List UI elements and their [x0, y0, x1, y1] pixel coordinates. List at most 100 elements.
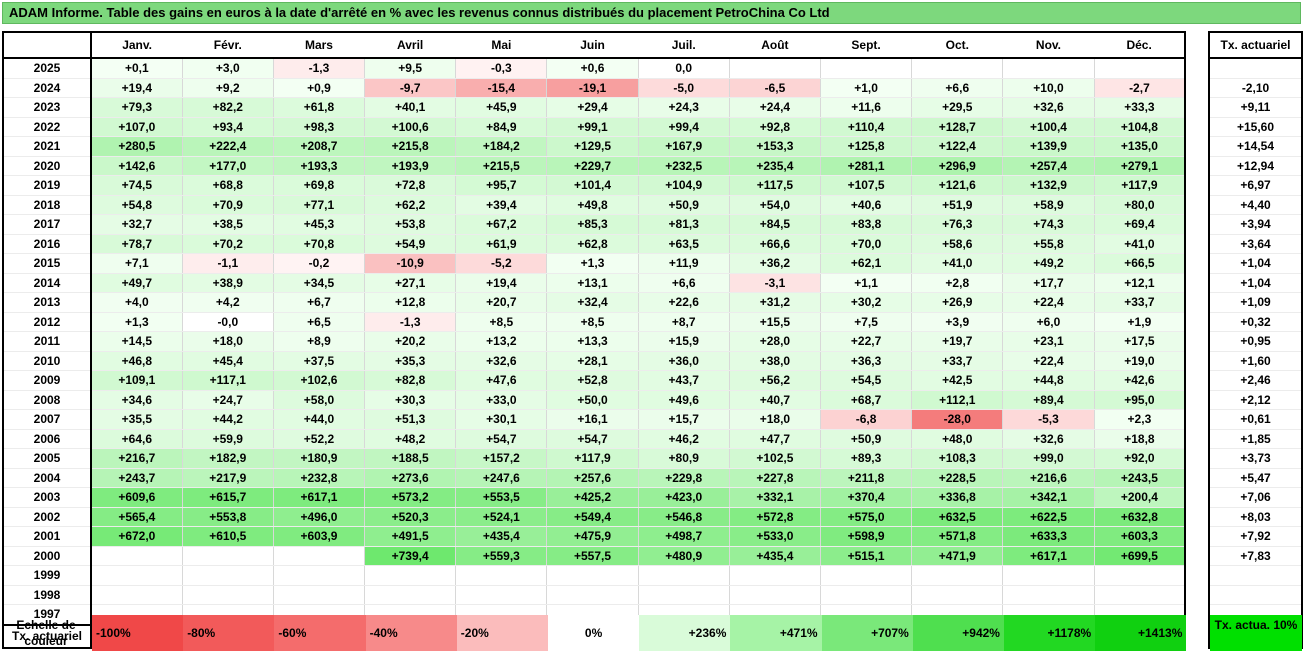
gain-cell: +1,0: [819, 78, 913, 98]
gain-cell: +247,6: [455, 468, 548, 488]
gain-cell: +84,9: [455, 117, 548, 137]
month-header: Avril: [364, 32, 456, 59]
gain-cell: +34,5: [272, 273, 366, 293]
gain-cell: +7,1: [90, 253, 183, 274]
gain-cell: +232,8: [272, 468, 366, 488]
year-label: 2008: [3, 390, 92, 410]
year-label: 2003: [3, 487, 92, 508]
gain-cell: +1,3: [546, 253, 639, 274]
gain-cell: +74,3: [1002, 214, 1095, 235]
year-label: 2025: [3, 58, 92, 79]
gain-cell: -1,1: [181, 253, 274, 274]
gain-cell: +62,2: [364, 195, 457, 215]
gain-cell: +36,0: [637, 351, 730, 371]
gain-cell: +49,2: [1002, 253, 1095, 274]
gain-cell: [728, 565, 822, 586]
gain-cell: +32,6: [455, 351, 548, 371]
gain-cell: +18,0: [728, 409, 822, 430]
gain-cell: +109,1: [90, 370, 183, 391]
gain-cell: +107,5: [819, 175, 913, 196]
gain-cell: +157,2: [455, 448, 548, 469]
gain-cell: +50,9: [819, 429, 913, 449]
gain-cell: +6,0: [1002, 312, 1095, 332]
gain-cell: +9,2: [181, 78, 274, 98]
gain-cell: +7,5: [819, 312, 913, 332]
gain-cell: +0,6: [546, 58, 639, 79]
gain-cell: +89,3: [819, 448, 913, 469]
gain-cell: +617,1: [272, 487, 366, 508]
year-label: 2023: [3, 97, 92, 118]
gain-cell: +129,5: [546, 136, 639, 157]
gain-cell: +3,9: [911, 312, 1004, 332]
gain-cell: +102,5: [728, 448, 822, 469]
gain-cell: +100,6: [364, 117, 457, 137]
gain-cell: +49,6: [637, 390, 730, 410]
gain-cell: +153,3: [728, 136, 822, 157]
gain-cell: [1002, 58, 1095, 79]
gain-cell: +54,7: [455, 429, 548, 449]
gain-cell: +92,0: [1093, 448, 1186, 469]
gain-cell: +54,8: [90, 195, 183, 215]
gain-cell: +553,5: [455, 487, 548, 508]
gain-cell: +15,5: [728, 312, 822, 332]
color-scale-step: +236%: [639, 615, 731, 651]
row-actuarial-rate: [1209, 58, 1302, 79]
gain-cell: +33,7: [1093, 292, 1186, 313]
gain-cell: -5,0: [637, 78, 730, 98]
gain-cell: +42,6: [1093, 370, 1186, 391]
color-scale-label: Echelle de couleur: [16, 618, 76, 648]
gain-cell: +29,5: [911, 97, 1004, 118]
gain-cell: +52,2: [272, 429, 366, 449]
gain-cell: +184,2: [455, 136, 548, 157]
gain-cell: [1093, 585, 1186, 605]
gain-cell: +32,6: [1002, 97, 1095, 118]
row-actuarial-rate: -2,10: [1209, 78, 1302, 98]
gain-cell: +1,1: [819, 273, 913, 293]
gain-cell: +56,2: [728, 370, 822, 391]
gain-cell: +61,9: [455, 234, 548, 254]
gain-cell: +12,1: [1093, 273, 1186, 293]
gain-cell: +8,5: [546, 312, 639, 332]
gain-cell: +24,3: [637, 97, 730, 118]
gain-cell: +215,8: [364, 136, 457, 157]
gain-cell: +2,3: [1093, 409, 1186, 430]
gain-cell: [272, 546, 366, 566]
gain-cell: +85,3: [546, 214, 639, 235]
gain-cell: +34,6: [90, 390, 183, 410]
gain-cell: [637, 565, 730, 586]
year-label: 2018: [3, 195, 92, 215]
gain-cell: +4,0: [90, 292, 183, 313]
gain-cell: +104,9: [637, 175, 730, 196]
table-row: 2004 +243,7 +217,9 +232,8 +273,6 +247,6 +257,6…: [3, 468, 1186, 488]
gain-cell: [364, 565, 457, 586]
table-row: 2023 +79,3 +82,2 +61,8 +40,1 +45,9 +29,4 +24,3 +…: [3, 97, 1186, 118]
gain-cell: [819, 58, 913, 79]
color-scale-step: +1178%: [1004, 615, 1096, 651]
year-label: 2012: [3, 312, 92, 332]
gain-cell: +70,9: [181, 195, 274, 215]
gain-cell: +142,6: [90, 156, 183, 176]
gain-cell: +633,3: [1002, 526, 1095, 547]
gain-cell: +520,3: [364, 507, 457, 527]
gain-cell: +4,2: [181, 292, 274, 313]
color-scale-step: 0%: [548, 615, 640, 651]
gain-cell: +112,1: [911, 390, 1004, 410]
gain-cell: +22,4: [1002, 351, 1095, 371]
table-row: 2002 +565,4 +553,8 +496,0 +520,3 +524,1 +549,4…: [3, 507, 1186, 527]
gain-cell: +47,7: [728, 429, 822, 449]
gain-cell: [728, 58, 822, 79]
row-actuarial-rate: +2,12: [1209, 390, 1302, 410]
gain-cell: [819, 585, 913, 605]
gain-cell: +8,7: [637, 312, 730, 332]
row-actuarial-rate: +1,60: [1209, 351, 1302, 371]
gain-cell: -6,8: [819, 409, 913, 430]
gain-cell: +33,0: [455, 390, 548, 410]
year-label: 2024: [3, 78, 92, 98]
gain-cell: -5,2: [455, 253, 548, 274]
month-header: Sept.: [820, 32, 912, 59]
year-label: 2002: [3, 507, 92, 527]
gain-cell: +557,5: [546, 546, 639, 566]
year-label: 2010: [3, 351, 92, 371]
row-actuarial-rate: +0,61: [1209, 409, 1302, 430]
gain-cell: +101,4: [546, 175, 639, 196]
